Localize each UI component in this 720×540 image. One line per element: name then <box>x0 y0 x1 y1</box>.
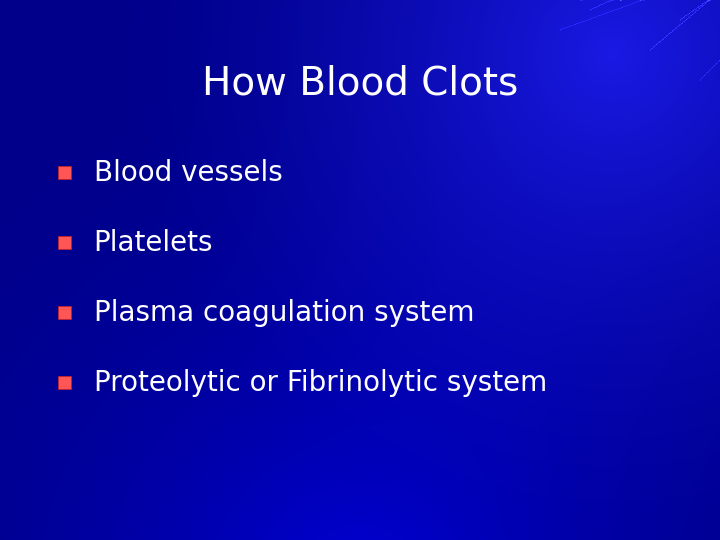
Text: Plasma coagulation system: Plasma coagulation system <box>94 299 474 327</box>
Text: Platelets: Platelets <box>94 229 213 257</box>
FancyBboxPatch shape <box>58 376 71 389</box>
FancyBboxPatch shape <box>58 166 71 179</box>
FancyBboxPatch shape <box>58 306 71 319</box>
Text: Proteolytic or Fibrinolytic system: Proteolytic or Fibrinolytic system <box>94 369 547 397</box>
Text: How Blood Clots: How Blood Clots <box>202 65 518 103</box>
FancyBboxPatch shape <box>58 236 71 249</box>
Text: Blood vessels: Blood vessels <box>94 159 282 187</box>
